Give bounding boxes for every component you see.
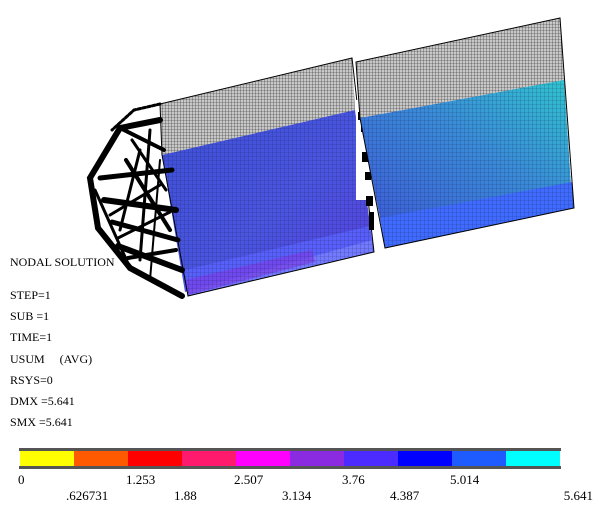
legend-swatch [182,451,236,466]
right-block [355,17,575,249]
legend-tick-label: 0 [18,472,25,487]
time-value: TIME=1 [10,330,53,344]
usum-label: USUM (AVG) [10,352,93,366]
legend-swatch [20,451,74,466]
legend-tick-label: 5.014 [450,472,480,487]
legend-tick-label: 2.507 [234,472,264,487]
smx-value: SMX =5.641 [10,415,73,429]
sub-value: SUB =1 [10,309,50,323]
legend-swatch [236,451,290,466]
legend-swatch [398,451,452,466]
legend-tick-label: 4.387 [390,488,420,503]
rsys-value: RSYS=0 [10,373,53,387]
legend-swatch [290,451,344,466]
left-block [159,57,375,297]
nodal-solution-title: NODAL SOLUTION [10,255,115,269]
legend-tick-label: 5.641 [563,488,593,503]
legend-tick-label: 3.134 [282,488,312,503]
legend-swatch [452,451,506,466]
legend-color-bar [19,448,561,469]
legend-swatch [128,451,182,466]
legend-tick-label: 1.88 [174,488,197,503]
step-value: STEP=1 [10,288,51,302]
nose-frame [86,102,185,299]
color-legend [19,448,561,474]
legend-swatch [74,451,128,466]
legend-tick-label: 3.76 [342,472,365,487]
legend-swatch [506,451,560,466]
legend-tick-label: 1.253 [126,472,156,487]
legend-swatch [344,451,398,466]
dmx-value: DMX =5.641 [10,394,75,408]
legend-tick-label: .626731 [66,488,109,503]
